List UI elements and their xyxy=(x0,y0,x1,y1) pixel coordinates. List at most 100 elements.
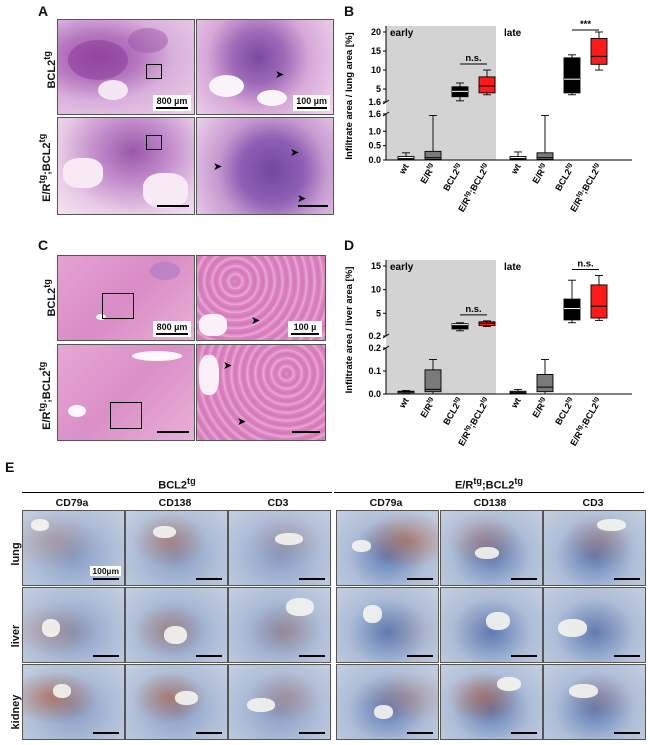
panel-label-b: B xyxy=(344,3,355,19)
tissue-lumen xyxy=(475,547,499,559)
tissue-lumen xyxy=(374,705,393,719)
arrowhead-icon: ➤ xyxy=(297,193,307,205)
y-tick-label: 0.2 xyxy=(368,331,381,341)
tissue-lumen xyxy=(153,526,176,538)
x-category-label: wt xyxy=(509,396,523,411)
box-late-wt xyxy=(509,156,527,160)
scalebar-c-low: 800 µm xyxy=(153,321,191,337)
scalebar-c-high: 100 µ xyxy=(288,321,322,337)
x-category-label: E/Rtg;BCL2tg xyxy=(567,395,603,447)
y-tick-label: 5 xyxy=(376,308,381,318)
ihc-lung-cd79a xyxy=(336,510,439,586)
y-tick-label: 0.5 xyxy=(368,141,381,151)
arrowhead-icon: ➤ xyxy=(213,161,223,173)
inset-box xyxy=(146,135,162,150)
ihc-liver-cd3 xyxy=(543,587,646,663)
x-category-label: wt xyxy=(397,396,411,411)
ihc-kidney-cd3 xyxy=(543,664,646,740)
x-category-label: E/Rtg;BCL2tg xyxy=(455,395,491,447)
scalebar-c-high-bar xyxy=(292,431,320,433)
tissue-lumen xyxy=(53,684,71,698)
tissue-lumen xyxy=(286,598,314,616)
y-tick-label: 1.0 xyxy=(368,126,381,136)
ihc-liver-cd3 xyxy=(228,587,331,663)
ihc-kidney-cd138 xyxy=(440,664,543,740)
ihc-kidney-cd79a xyxy=(22,664,125,740)
tissue-lumen xyxy=(486,612,510,630)
box-late-E/Rtg xyxy=(536,373,554,393)
y-tick-label: 1.6 xyxy=(368,97,381,107)
stain-header-cd138: CD138 xyxy=(158,497,192,509)
y-tick-label: 5 xyxy=(376,84,381,94)
inset-box xyxy=(102,293,134,319)
scalebar-line xyxy=(614,732,640,734)
ihc-lung-cd3 xyxy=(228,510,331,586)
micrograph-a-er-bcl2-low xyxy=(57,117,195,215)
x-category-label: E/Rtg;BCL2tg xyxy=(455,161,491,213)
tissue-lumen xyxy=(247,698,275,712)
ihc-liver-cd138 xyxy=(440,587,543,663)
x-category-label: BCL2tg xyxy=(552,395,576,426)
tissue-lumen xyxy=(558,619,587,637)
scalebar-line xyxy=(407,732,433,734)
group-divider-line xyxy=(334,492,644,493)
y-tick-label: 0.0 xyxy=(368,155,381,165)
ihc-kidney-cd3 xyxy=(228,664,331,740)
x-category-label: E/Rtg xyxy=(530,395,550,419)
x-category-label: BCL2tg xyxy=(440,161,464,192)
scalebar-line xyxy=(407,578,433,580)
tissue-label-lung: lung xyxy=(10,542,22,566)
box-late-E/Rtg;BCL2tg xyxy=(590,38,608,65)
box-early-E/Rtg xyxy=(424,369,442,393)
micrograph-c-er-bcl2-high: ➤ ➤ xyxy=(196,344,326,441)
box-late-E/Rtg xyxy=(536,152,554,160)
ihc-liver-cd79a xyxy=(22,587,125,663)
early-shade xyxy=(386,26,496,160)
group-header-bcl2: BCL2tg xyxy=(158,476,196,492)
ihc-liver-cd79a xyxy=(336,587,439,663)
tissue-lumen xyxy=(569,684,598,698)
group-label-early: early xyxy=(390,262,414,273)
x-category-label: E/Rtg xyxy=(418,395,438,419)
tissue-lumen xyxy=(175,691,198,705)
y-tick-label: 10 xyxy=(371,285,381,295)
tissue-label-liver: liver xyxy=(10,624,22,648)
panel-label-a: A xyxy=(38,3,49,19)
group-divider-line xyxy=(22,492,332,493)
significance-label: *** xyxy=(580,19,591,30)
significance-label: n.s. xyxy=(465,53,481,64)
tissue-lumen xyxy=(275,533,303,545)
significance-label: n.s. xyxy=(465,304,481,315)
ihc-lung-cd3 xyxy=(543,510,646,586)
micrograph-a-bcl2-high: ➤ 100 µm xyxy=(196,19,334,115)
arrowhead-icon: ➤ xyxy=(251,315,261,327)
x-category-label: wt xyxy=(397,162,411,177)
tissue-lumen xyxy=(164,626,187,644)
scalebar-line xyxy=(614,655,640,657)
tissue-lumen xyxy=(363,605,382,623)
arrowhead-icon: ➤ xyxy=(223,360,233,372)
scalebar-line xyxy=(511,578,537,580)
scalebar-line xyxy=(196,732,222,734)
group-label-early: early xyxy=(390,28,414,39)
y-tick-label: 0.1 xyxy=(368,366,381,376)
scalebar-e-label: 100µm xyxy=(90,566,121,576)
scalebar-line xyxy=(93,655,119,657)
ihc-lung-cd79a: 100µm xyxy=(22,510,125,586)
y-tick-label: 0.0 xyxy=(368,389,381,399)
y-axis-label: Infiltrate area / liver area [%] xyxy=(344,267,355,394)
scalebar-line xyxy=(299,578,325,580)
tissue-label-kidney: kidney xyxy=(10,694,22,730)
y-tick-label: 0.2 xyxy=(368,343,381,353)
scalebar-line xyxy=(407,655,433,657)
stain-header-cd3: CD3 xyxy=(267,497,289,509)
scalebar-line xyxy=(511,655,537,657)
x-category-label: E/Rtg;BCL2tg xyxy=(567,161,603,213)
x-category-label: BCL2tg xyxy=(552,161,576,192)
box-late-BCL2tg xyxy=(563,57,581,94)
micrograph-a-bcl2-low: 800 µm xyxy=(57,19,195,115)
stain-header-cd138: CD138 xyxy=(473,497,507,509)
scalebar-line xyxy=(299,732,325,734)
scalebar-a-low-bar xyxy=(157,205,189,207)
row-label-a-er-bcl2: E/Rtg;BCL2tg xyxy=(37,133,53,202)
